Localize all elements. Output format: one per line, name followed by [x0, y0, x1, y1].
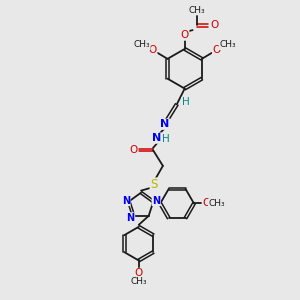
Text: H: H [162, 134, 170, 144]
Text: CH₃: CH₃ [208, 199, 225, 208]
Text: N: N [152, 133, 162, 143]
Text: S: S [150, 178, 158, 191]
Text: N: N [152, 196, 160, 206]
Text: H: H [182, 98, 190, 107]
Text: CH₃: CH₃ [188, 6, 205, 15]
Text: O: O [148, 45, 157, 55]
Text: CH₃: CH₃ [219, 40, 236, 50]
Text: O: O [181, 30, 189, 40]
Text: N: N [122, 196, 130, 206]
Text: O: O [210, 20, 218, 30]
Text: CH₃: CH₃ [130, 277, 147, 286]
Text: N: N [127, 213, 135, 223]
Text: O: O [135, 268, 143, 278]
Text: N: N [160, 119, 170, 129]
Text: O: O [203, 199, 211, 208]
Text: O: O [129, 145, 137, 155]
Text: O: O [213, 45, 221, 55]
Text: CH₃: CH₃ [134, 40, 150, 50]
